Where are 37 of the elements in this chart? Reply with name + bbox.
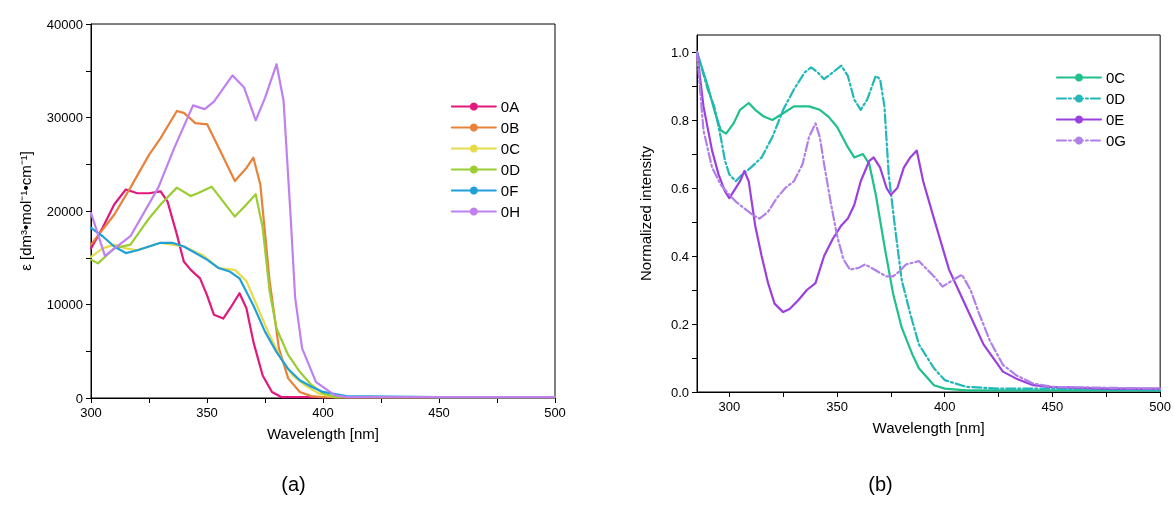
y-tick-label: 20000 xyxy=(46,203,83,219)
legend-label: 0F xyxy=(500,182,519,199)
y-tick-label: 0.0 xyxy=(670,384,689,400)
y-axis-title: Normalized intensity xyxy=(637,145,654,282)
x-tick-label: 350 xyxy=(826,399,848,414)
y-tick-label: 0.2 xyxy=(670,316,689,332)
x-axis-title: Wavelength [nm] xyxy=(267,425,379,442)
text: (a) xyxy=(281,473,306,495)
y-tick-label: 0.4 xyxy=(670,248,689,264)
x-tick-label: 300 xyxy=(718,399,741,414)
x-tick-label: 350 xyxy=(196,405,218,420)
legend-label: 0E xyxy=(1105,111,1125,128)
x-tick-label: 500 xyxy=(1149,399,1172,414)
y-axis-title: ε [dm³•mol⁻¹•cm⁻¹] xyxy=(17,151,34,271)
text: (b) xyxy=(868,473,893,495)
y-tick-label: 0 xyxy=(75,390,83,406)
x-axis-title: Wavelength [nm] xyxy=(872,419,985,436)
x-tick-label: 450 xyxy=(428,405,450,420)
y-tick-label: 0.6 xyxy=(670,180,689,196)
x-tick-label: 400 xyxy=(312,405,334,420)
legend-label: 0C xyxy=(500,140,521,157)
legend-label: 0H xyxy=(500,203,521,220)
y-tick-label: 10000 xyxy=(46,297,83,312)
x-tick-label: 450 xyxy=(1041,399,1064,414)
legend-label: 0G xyxy=(1105,132,1127,149)
y-tick-label: 40000 xyxy=(46,16,83,32)
x-tick-label: 400 xyxy=(933,399,956,414)
legend-label: 0A xyxy=(500,98,520,115)
x-tick-label: 500 xyxy=(544,405,566,420)
legend-label: 0B xyxy=(500,119,520,136)
legend-label: 0C xyxy=(1105,69,1126,86)
legend-label: 0D xyxy=(1105,90,1126,107)
x-tick-label: 300 xyxy=(80,405,102,420)
y-tick-label: 0.8 xyxy=(670,112,689,128)
y-tick-label: 1.0 xyxy=(670,44,689,60)
legend-label: 0D xyxy=(500,161,521,178)
y-tick-label: 30000 xyxy=(46,110,83,125)
